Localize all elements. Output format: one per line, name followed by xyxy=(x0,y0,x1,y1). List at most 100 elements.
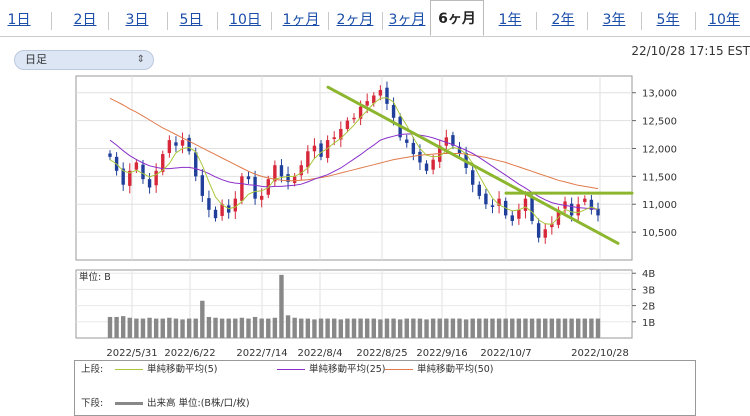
volume-bar xyxy=(384,318,390,338)
volume-bar xyxy=(397,319,403,338)
volume-bar xyxy=(200,300,205,338)
tab-6[interactable]: 1ヶ月 xyxy=(282,12,320,28)
volume-bar xyxy=(490,318,495,338)
tab-2[interactable]: 2日 xyxy=(73,12,97,28)
volume-bar xyxy=(569,318,574,338)
tab-11[interactable]: 2年 xyxy=(551,12,575,28)
candle-body xyxy=(332,137,336,140)
candle-body xyxy=(385,87,389,104)
tab-9[interactable]: 6ヶ月 xyxy=(430,0,484,36)
tab-1[interactable]: 1日 xyxy=(7,12,31,28)
updown-chevron-icon: ⇕ xyxy=(136,54,145,65)
volume-bar xyxy=(153,318,159,338)
tab-10[interactable]: 1年 xyxy=(498,12,522,28)
legend-sma5: 単純移動平均(5) xyxy=(115,363,217,377)
volume-bar xyxy=(457,318,462,338)
volume-bar xyxy=(140,318,146,338)
tab-4[interactable]: 5日 xyxy=(179,12,203,28)
candle-body xyxy=(596,208,600,216)
sma25-line xyxy=(109,133,599,210)
legend-volume: 出来高 単位:(B株/口/枚) xyxy=(115,397,250,411)
candle-body xyxy=(213,209,218,219)
candle-body xyxy=(121,168,125,185)
volume-bar xyxy=(470,318,475,338)
candle-body xyxy=(319,143,323,157)
candle-body xyxy=(339,128,343,140)
volume-bar xyxy=(536,318,541,338)
tab-separator xyxy=(641,12,642,30)
price-tick-label: 12,000 xyxy=(642,144,677,155)
date-tick-label: 2022/8/25 xyxy=(356,348,407,359)
volume-bar xyxy=(292,317,297,338)
volume-bar xyxy=(503,318,508,338)
candle-body xyxy=(543,229,547,238)
candle-body xyxy=(536,223,541,238)
tab-8[interactable]: 3ヶ月 xyxy=(388,12,426,28)
volume-bar xyxy=(299,318,304,338)
sma5-swatch xyxy=(115,369,143,370)
candle-body xyxy=(431,159,435,170)
legend-volume-label: 出来高 単位:(B株/口/枚) xyxy=(147,398,250,409)
tab-12[interactable]: 3年 xyxy=(602,12,626,28)
candle-body xyxy=(259,195,264,200)
candle-body xyxy=(484,193,488,205)
candle-body xyxy=(312,145,317,152)
price-tick-label: 11,500 xyxy=(642,172,677,183)
sma25-swatch xyxy=(277,369,305,370)
candle-body xyxy=(154,170,158,186)
tab-14[interactable]: 10年 xyxy=(708,12,740,28)
volume-bar xyxy=(345,318,350,338)
tab-3[interactable]: 3日 xyxy=(125,12,149,28)
trend-line xyxy=(326,85,620,245)
candle-body xyxy=(510,215,514,221)
volume-bar xyxy=(147,317,152,338)
volume-bar xyxy=(444,318,449,338)
price-tick-label: 11,000 xyxy=(642,200,677,211)
price-tick-label: 12,500 xyxy=(642,117,677,128)
volume-bar xyxy=(595,318,601,338)
candle-body xyxy=(405,139,409,143)
volume-tick-label: 1B xyxy=(642,318,655,329)
candle-body xyxy=(378,89,383,96)
volume-bar xyxy=(556,318,561,338)
candle-body xyxy=(365,101,369,106)
candle-body xyxy=(128,170,132,186)
volume-bar xyxy=(325,318,330,338)
date-tick-label: 2022/5/31 xyxy=(106,348,157,359)
date-tick-label: 2022/9/16 xyxy=(416,348,467,359)
tab-separator xyxy=(587,12,588,30)
candle-body xyxy=(457,146,462,155)
sma50-line xyxy=(109,97,599,190)
candle-body xyxy=(187,137,191,152)
tab-separator xyxy=(382,12,383,30)
volume-bar xyxy=(477,318,482,338)
volume-bar xyxy=(246,318,251,338)
volume-tick-label: 4B xyxy=(642,269,655,280)
tab-7[interactable]: 2ヶ月 xyxy=(336,12,374,28)
tab-13[interactable]: 5年 xyxy=(656,12,680,28)
candle-body xyxy=(279,165,284,177)
candle-body xyxy=(352,117,356,120)
candle-body xyxy=(194,152,198,177)
candle-body xyxy=(569,203,574,216)
candle-body xyxy=(345,120,350,129)
tab-5[interactable]: 10日 xyxy=(229,12,261,28)
volume-bar xyxy=(279,274,284,338)
volume-bar xyxy=(576,318,581,338)
candle-body xyxy=(477,184,481,196)
candle-body xyxy=(240,176,244,201)
legend-sma50: 単純移動平均(50) xyxy=(385,363,494,377)
tab-separator xyxy=(217,12,218,30)
date-tick-label: 2022/10/7 xyxy=(480,348,531,359)
candle-interval-select[interactable]: 日足 ⇕ xyxy=(14,50,154,70)
volume-bar xyxy=(424,319,429,338)
candle-body xyxy=(530,197,534,221)
candle-body xyxy=(253,176,257,199)
date-tick-label: 2022/10/28 xyxy=(571,348,629,359)
candle-body xyxy=(576,204,580,216)
candle-body xyxy=(134,162,139,170)
volume-bar xyxy=(167,317,172,338)
volume-bar xyxy=(411,318,416,338)
volume-bar xyxy=(114,316,119,338)
